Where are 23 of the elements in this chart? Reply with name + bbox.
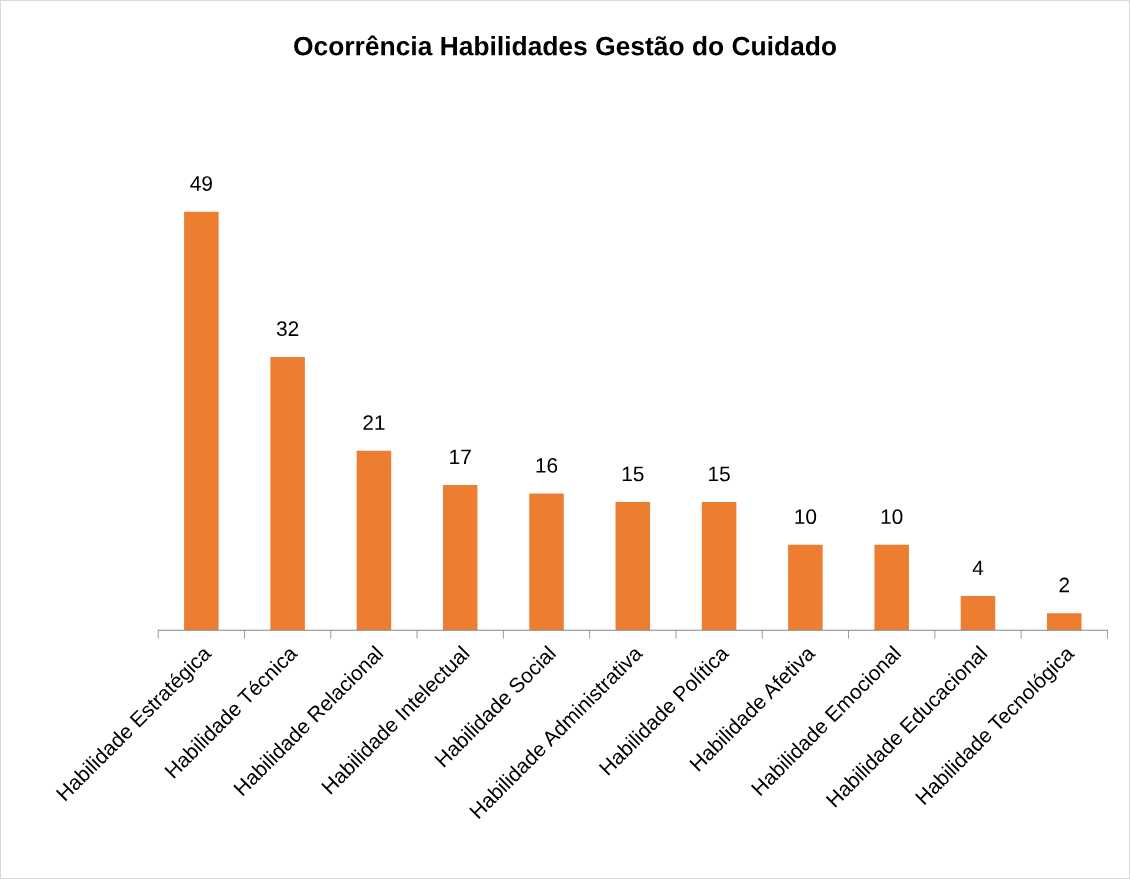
data-label: 10: [881, 509, 903, 525]
data-label: 10: [795, 509, 817, 525]
bar: [874, 544, 909, 631]
data-label: 16: [536, 458, 558, 473]
bar: [529, 493, 564, 631]
bar: [356, 450, 392, 631]
data-label: 21: [363, 415, 385, 430]
bar: [442, 485, 478, 631]
bar: [615, 502, 651, 631]
chart-title: Ocorrência Habilidades Gestão do Cuidado: [294, 35, 836, 56]
data-label: 15: [709, 466, 730, 482]
bar: [701, 502, 737, 631]
bar: [960, 596, 996, 631]
data-label: 2: [1059, 577, 1069, 593]
bar: [1047, 613, 1082, 631]
data-label: 17: [450, 449, 471, 465]
data-label: 49: [190, 176, 212, 191]
bar: [788, 544, 823, 631]
bar: [184, 211, 219, 631]
data-label: 4: [972, 560, 984, 576]
data-label: 15: [622, 466, 644, 482]
bar: [270, 356, 305, 631]
data-label: 32: [276, 321, 299, 337]
